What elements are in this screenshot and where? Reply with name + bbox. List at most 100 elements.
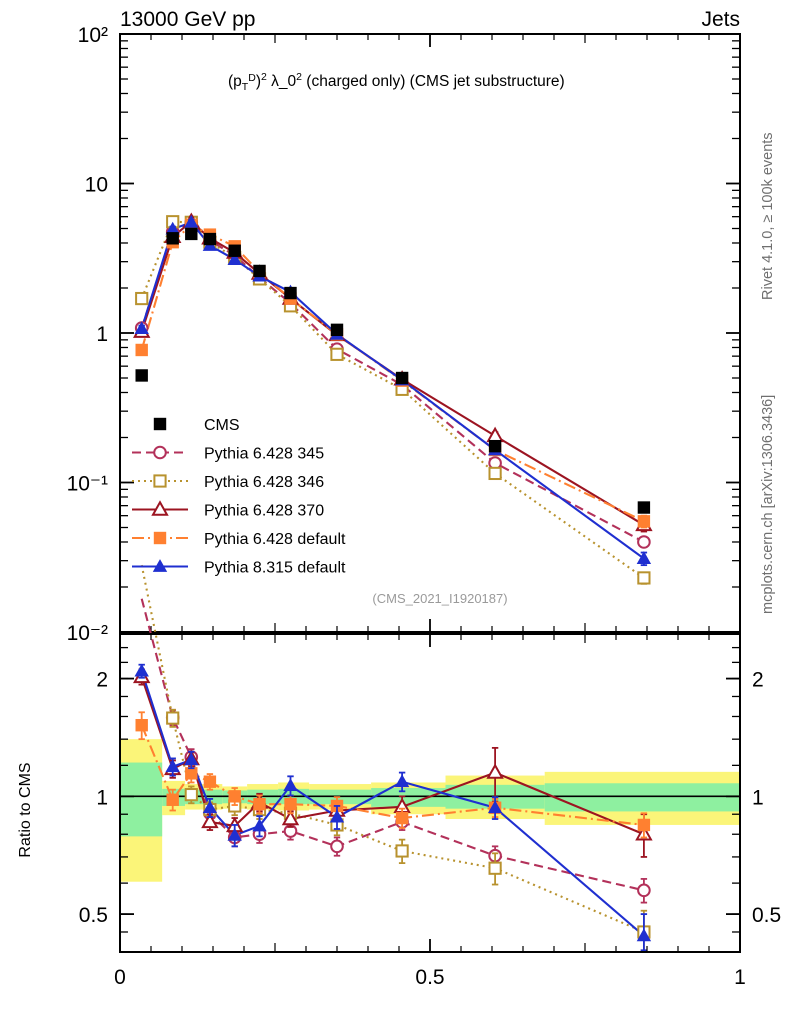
ratio-point-py8def xyxy=(252,818,267,832)
ratio-point-py345 xyxy=(637,883,651,898)
legend-item-py370[interactable]: Pythia 6.428 370 xyxy=(132,500,324,520)
y-tick-label: 10 xyxy=(85,174,108,197)
svg-text:(pTD)2 λ_02 (charged only) (CM: (pTD)2 λ_02 (charged only) (CMS jet subs… xyxy=(228,71,565,93)
ratio-point-py346 xyxy=(488,861,502,875)
data-point-cms xyxy=(395,371,409,385)
legend-marker-py346 xyxy=(153,474,167,488)
ratio-point-py6def xyxy=(135,718,148,732)
ratio-point-py8def xyxy=(487,800,503,814)
data-point-py346 xyxy=(330,347,344,361)
legend-label-cms: CMS xyxy=(204,417,240,434)
data-point-cms xyxy=(185,227,198,241)
data-point-cms xyxy=(228,244,241,257)
data-point-py346 xyxy=(135,291,149,306)
data-point-cms xyxy=(253,264,266,278)
series-py346 xyxy=(140,220,645,579)
data-point-py346 xyxy=(637,571,651,585)
legend-marker-py370 xyxy=(151,500,169,516)
data-point-cms xyxy=(166,232,179,245)
title-part-b: ) xyxy=(256,73,261,90)
ratio-point-py6def xyxy=(284,797,297,811)
ratio-point-py6def xyxy=(185,767,198,780)
y-tick-label-right: 0.5 xyxy=(752,904,781,927)
y-tick-label: 0.5 xyxy=(79,904,108,927)
y-tick-label: 10⁻² xyxy=(67,622,108,645)
y-tick-label: 1 xyxy=(96,786,108,809)
ratio-point-py6def xyxy=(228,790,241,803)
ratio-point-py6def xyxy=(637,818,651,832)
ratio-point-py346 xyxy=(184,788,198,802)
data-point-cms xyxy=(637,501,651,514)
series-markers-cms xyxy=(135,227,651,514)
legend-label-py8def: Pythia 8.315 default xyxy=(204,560,346,577)
x-tick-label: 1 xyxy=(734,966,746,989)
header-category-label: Jets xyxy=(701,8,740,31)
legend-item-py345[interactable]: Pythia 6.428 345 xyxy=(132,446,324,463)
ratio-point-py8def xyxy=(227,827,242,841)
data-point-py6def xyxy=(637,515,651,528)
data-point-py345 xyxy=(637,535,651,549)
ratio-point-py8def xyxy=(394,774,410,788)
ratio-point-py8def xyxy=(283,778,298,792)
title-part-a: (p xyxy=(228,73,242,90)
ratio-point-py370 xyxy=(201,812,219,829)
data-point-py8def xyxy=(227,252,242,265)
x-tick-label: 0 xyxy=(114,966,126,989)
ratio-point-py8def xyxy=(165,759,180,773)
ratio-point-py8def xyxy=(184,752,199,766)
data-point-cms xyxy=(488,439,502,453)
main-plot-panel: 10² 10 1 10⁻¹ 10⁻² xyxy=(67,24,741,645)
ratio-markers-py8def xyxy=(134,663,652,952)
ratio-axes: 2 2 1 1 0.5 0.5 xyxy=(79,633,781,953)
data-point-py8def xyxy=(165,221,180,235)
ratio-series-py6def xyxy=(140,724,645,826)
analysis-id-watermark: (CMS_2021_I1920187) xyxy=(372,591,507,606)
ratio-point-py6def xyxy=(203,775,217,788)
plot-title: (pTD)2 λ_02 (charged only) (CMS jet subs… xyxy=(228,71,565,93)
ratio-line xyxy=(140,724,645,826)
legend-marker-py345 xyxy=(153,445,167,460)
ratio-point-py8def xyxy=(636,928,652,942)
mcplots-url-label: mcplots.cern.ch [arXiv:1306.3436] xyxy=(760,395,776,614)
ratio-point-py370 xyxy=(486,763,504,779)
ratio-point-py8def xyxy=(202,800,218,814)
data-point-cms xyxy=(135,369,148,382)
title-exp-2a: 2 xyxy=(261,71,267,83)
legend-item-py6def[interactable]: Pythia 6.428 default xyxy=(132,531,346,548)
data-point-py8def xyxy=(636,551,652,564)
legend-label-py346: Pythia 6.428 346 xyxy=(204,474,324,491)
legend-label-py345: Pythia 6.428 345 xyxy=(204,446,324,463)
y-tick-label: 2 xyxy=(96,669,108,692)
band-inner xyxy=(371,788,446,807)
ratio-point-py345 xyxy=(330,839,344,854)
title-sub-T: T xyxy=(242,81,249,93)
legend-marker-py6def xyxy=(153,531,167,545)
legend-item-py346[interactable]: Pythia 6.428 346 xyxy=(132,474,324,491)
ratio-point-py370 xyxy=(281,809,300,826)
ratio-point-py8def xyxy=(329,809,345,823)
legend-marker-py8def xyxy=(152,559,168,572)
y-tick-label-right: 2 xyxy=(752,669,764,692)
data-point-cms xyxy=(330,323,344,337)
y-tick-label: 10⁻¹ xyxy=(67,473,108,496)
data-point-cms xyxy=(284,286,297,300)
y-tick-label: 1 xyxy=(96,323,108,346)
ratio-point-py8def xyxy=(134,663,149,677)
legend-label-py370: Pythia 6.428 370 xyxy=(204,503,324,520)
data-point-py8def xyxy=(184,214,199,228)
legend-item-py8def[interactable]: Pythia 8.315 default xyxy=(132,559,346,577)
ratio-axis-label: Ratio to CMS xyxy=(17,762,34,857)
ratio-point-py346 xyxy=(166,711,180,725)
legend: CMS Pythia 6.428 345 Pythia 6.428 346 Pythi… xyxy=(132,417,346,577)
data-point-py346 xyxy=(488,466,502,481)
data-point-py8def xyxy=(134,321,149,335)
ratio-plot-panel: 2 2 1 1 0.5 0.5 0 0.5 1 xyxy=(79,564,781,989)
ratio-point-py6def xyxy=(395,811,409,825)
legend-label-py6def: Pythia 6.428 default xyxy=(204,531,346,548)
legend-item-cms[interactable]: CMS xyxy=(153,417,240,434)
title-sup-D: D xyxy=(248,72,256,84)
y-tick-label: 10² xyxy=(78,24,108,47)
series-line xyxy=(140,220,645,579)
